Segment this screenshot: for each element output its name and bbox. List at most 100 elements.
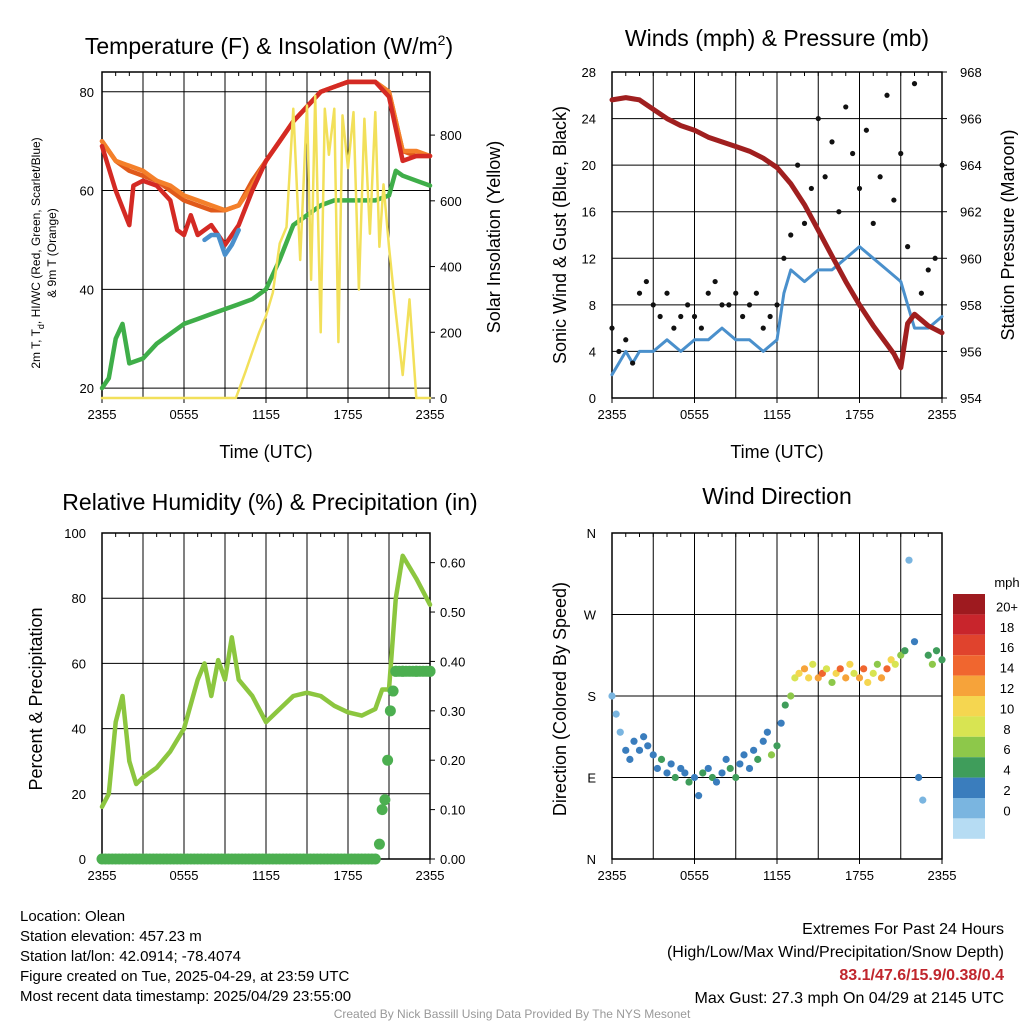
wind-direction-point	[809, 660, 817, 668]
colorbar-swatch	[953, 696, 985, 717]
wind-direction-point	[726, 764, 734, 773]
gust-point	[939, 162, 945, 168]
gust-point	[850, 150, 856, 157]
wind-direction-point	[635, 746, 644, 754]
wind-direction-point	[836, 665, 844, 673]
colorbar-label: 10	[1000, 701, 1014, 716]
gust-point	[822, 174, 828, 180]
wind-direction-point	[699, 769, 707, 777]
gust-point	[884, 92, 890, 98]
colorbar-swatch	[953, 614, 985, 635]
y2-tick-label: 0.40	[440, 654, 465, 669]
wind-direction-point	[787, 692, 795, 700]
gust-point	[746, 302, 753, 308]
wind-direction-point	[822, 665, 831, 673]
gust-point	[905, 244, 911, 250]
colorbar-swatch	[953, 594, 985, 615]
temperature-series-6	[100, 94, 432, 400]
y-tick-label: 4	[589, 344, 596, 359]
y-tick-label: 12	[582, 251, 596, 266]
y-tick-label: 20	[72, 787, 86, 802]
x-tick-label: 2355	[88, 868, 117, 883]
y2-tick-label: 600	[440, 194, 462, 209]
wind-direction-point	[924, 651, 932, 659]
x-tick-label: 1155	[252, 407, 280, 422]
precip-point	[384, 705, 396, 717]
created-text: Figure created on Tue, 2025-04-29, at 23…	[20, 968, 350, 985]
station-info: Location: Olean Station elevation: 457.2…	[20, 907, 351, 1007]
wind-direction-point	[883, 665, 891, 673]
extremes-panel: Extremes For Past 24 Hours (High/Low/Max…	[667, 918, 1004, 1010]
x-tick-label: 1755	[845, 868, 874, 883]
wind-direction-point	[873, 660, 881, 668]
colorbar-swatch	[953, 777, 985, 798]
wind-direction-point	[718, 769, 726, 777]
gust-point	[843, 104, 849, 110]
y-tick-label: S	[587, 689, 596, 704]
y-axis-label: Percent & Precipitation	[26, 607, 46, 790]
wind-direction-point	[759, 737, 767, 745]
gust-point	[623, 337, 629, 343]
wind-direction-point	[671, 773, 679, 782]
gust-point	[657, 313, 663, 320]
y2-tick-label: 954	[960, 391, 982, 406]
x-tick-label: 0555	[170, 407, 199, 422]
gust-point	[609, 325, 615, 331]
wind-direction-point	[877, 674, 886, 682]
wind-direction-point	[777, 719, 785, 727]
gust-point	[788, 232, 794, 238]
x-axis-label: Time (UTC)	[219, 442, 312, 462]
y-tick-label: 80	[80, 85, 94, 100]
y-tick-label: 60	[72, 656, 86, 671]
gust-point	[705, 290, 711, 296]
wind-direction-point	[740, 751, 748, 759]
wind-direction-point	[767, 751, 776, 759]
wind-direction-point	[640, 733, 648, 741]
pressure-line	[609, 95, 945, 371]
x-tick-label: 0555	[680, 407, 709, 422]
y-tick-label: 16	[582, 205, 596, 220]
x-tick-label: 1755	[845, 407, 874, 422]
y2-tick-label: 0.10	[440, 803, 465, 818]
y2-tick-label: 956	[960, 344, 982, 359]
wind-direction-point	[663, 769, 671, 777]
wind-direction-point	[712, 778, 721, 786]
colorbar-swatch	[953, 716, 985, 737]
x-tick-label: 1755	[334, 868, 363, 883]
wind-direction-point	[695, 792, 703, 800]
wind-direction-point	[846, 660, 854, 668]
recent-data-text: Most recent data timestamp: 2025/04/29 2…	[20, 988, 352, 1005]
panel-title: Temperature (F) & Insolation (W/m2)	[85, 32, 453, 59]
title-part: Temperature (F) & Insolation (W/m	[85, 33, 438, 59]
gust-point	[815, 115, 821, 122]
y-tick-label: 40	[72, 722, 86, 737]
y-tick-label: 100	[64, 526, 86, 541]
gust-point	[781, 255, 787, 261]
max-gust-text: Max Gust: 27.3 mph On 04/29 at 2145 UTC	[694, 990, 1005, 1007]
wind-direction-point	[828, 678, 836, 687]
colorbar-label: 6	[1003, 742, 1010, 757]
y-tick-label: 28	[582, 65, 596, 80]
x-tick-label: 1155	[252, 868, 280, 883]
y-tick-label: 40	[80, 282, 94, 297]
wind-direction-point	[928, 660, 936, 668]
gust-point	[925, 267, 931, 273]
gust-point	[685, 302, 691, 308]
y2-tick-label: 400	[440, 260, 462, 275]
x-tick-label: 2355	[598, 868, 627, 883]
colorbar-title: mph	[994, 575, 1019, 590]
y-tick-label: 0	[589, 391, 596, 406]
precip-point	[376, 804, 388, 816]
y-tick-label: 20	[582, 158, 596, 173]
wind-direction-point	[781, 701, 789, 709]
precip-point	[373, 838, 385, 850]
wind-direction-point	[763, 728, 771, 736]
speed-colorbar: mph 20+ 18 16 14 12 10 8 6 4 2 0	[953, 575, 1020, 839]
wind-direction-point	[608, 692, 616, 700]
y2-tick-label: 200	[440, 325, 462, 340]
wind-direction-point	[800, 665, 809, 673]
wind-direction-point	[773, 742, 781, 750]
y-tick-label: N	[587, 852, 596, 867]
wind-direction-point	[616, 728, 624, 736]
